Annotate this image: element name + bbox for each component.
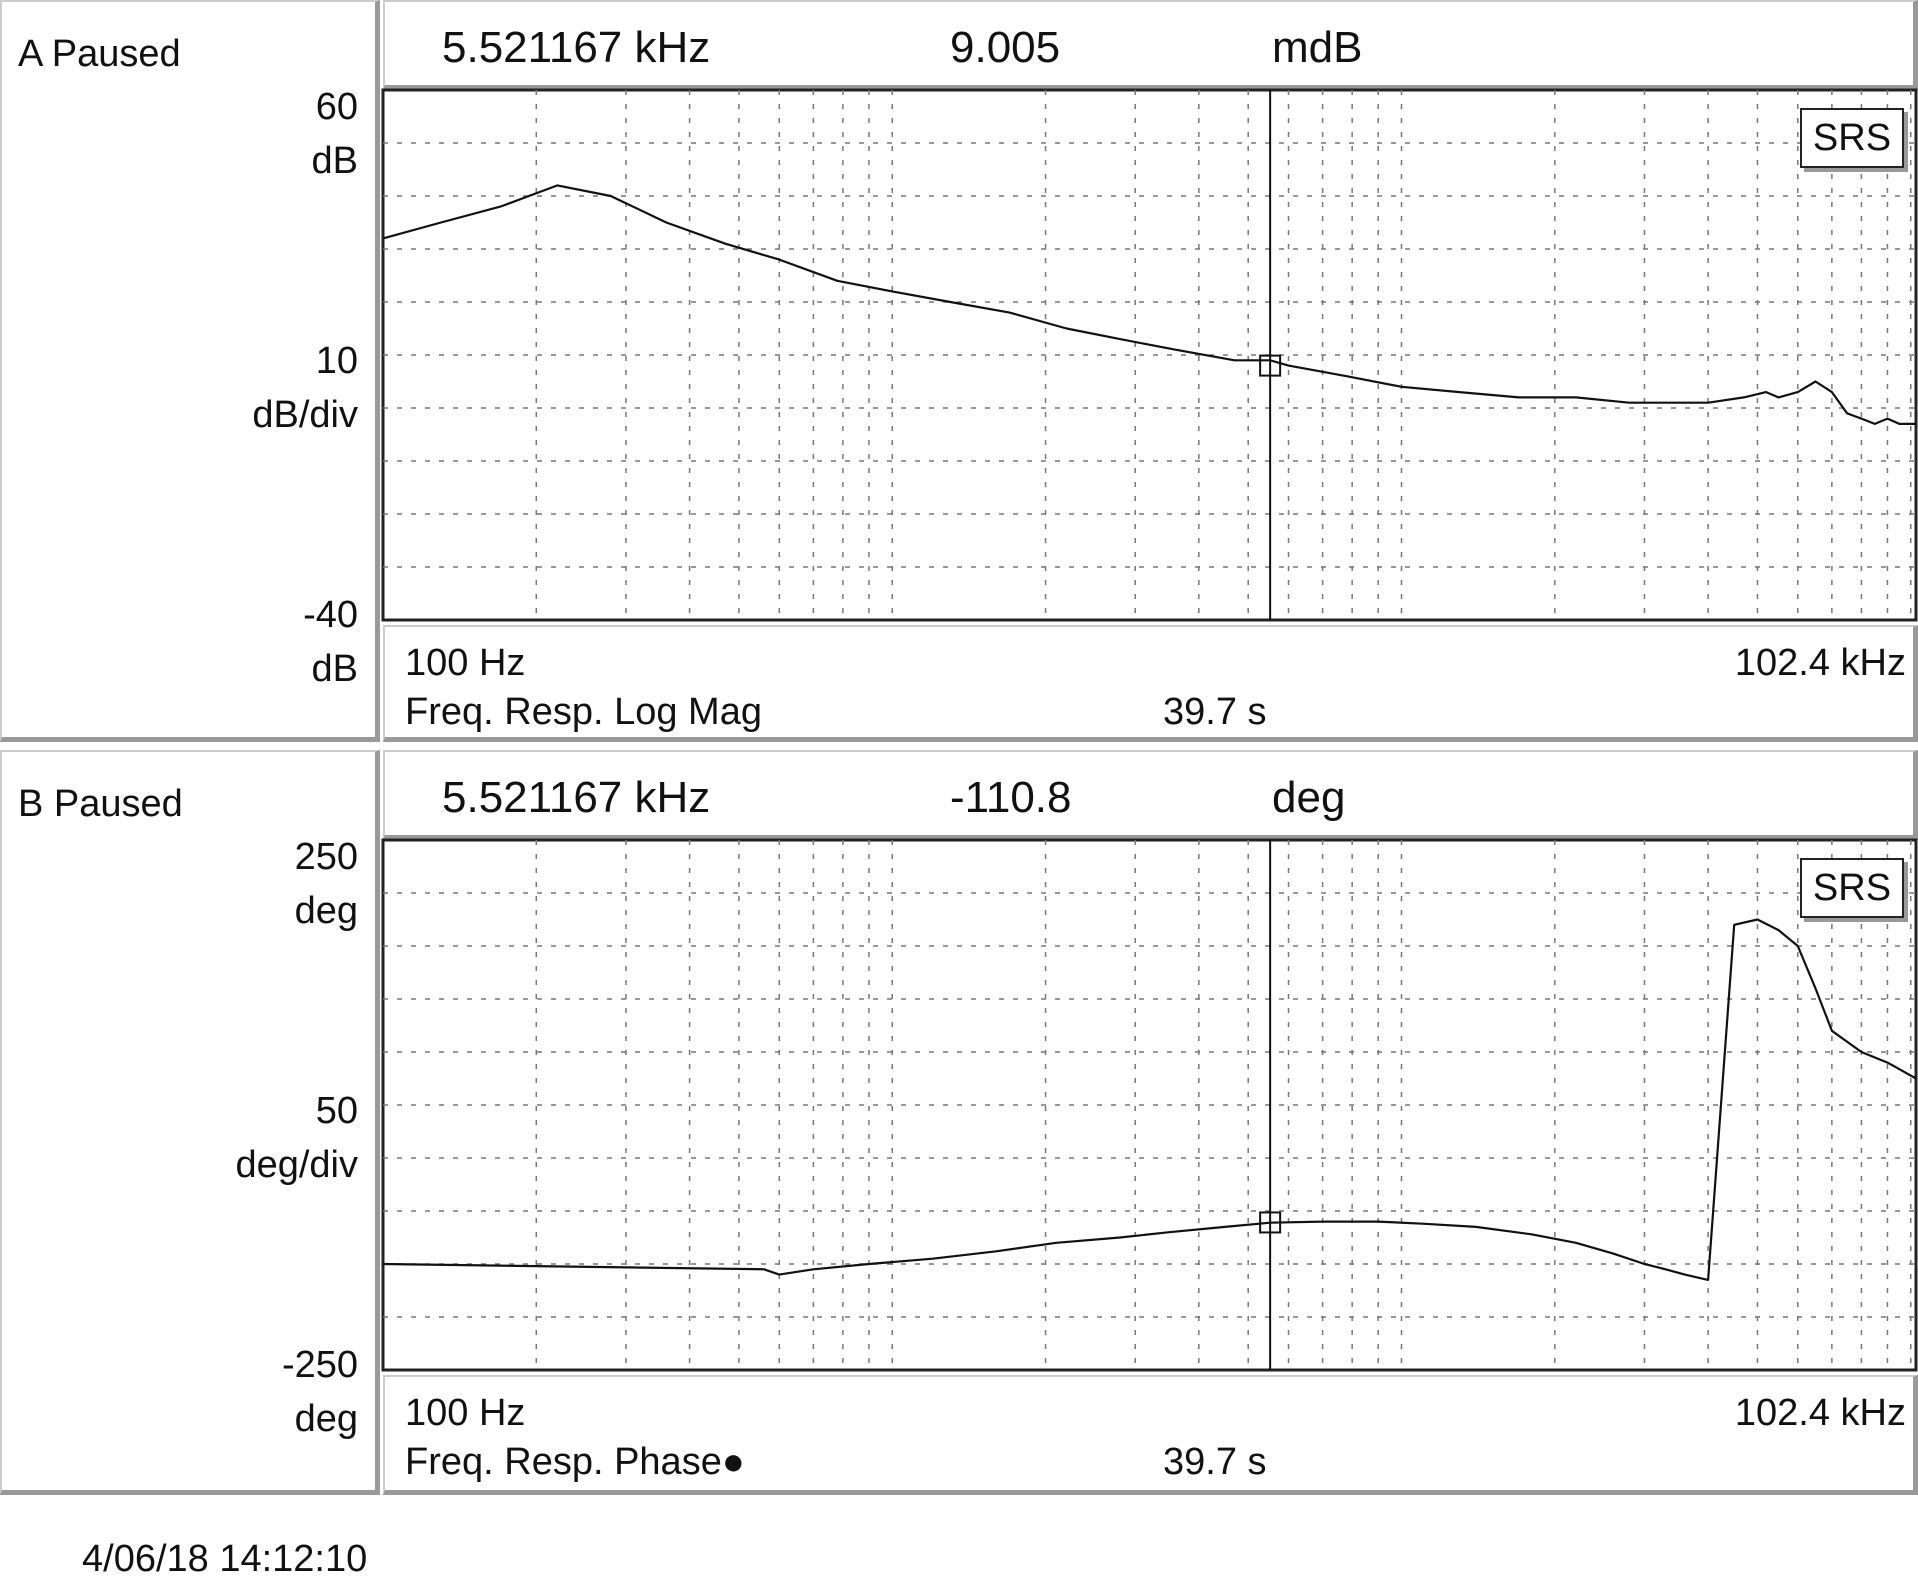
panel-a-x-start-label: 100 Hz [405,642,526,684]
panel-b-y-top-unit: deg [294,890,358,932]
panel-b-plot [381,838,1918,1372]
panel-b-y-div-unit: deg/div [235,1144,358,1186]
panel-a-label-column [0,0,380,742]
panel-b-footer-bar [383,1375,1918,1495]
panel-b-header-bar [383,750,1918,840]
panel-a-y-div-value: 10 [315,340,358,382]
panel-a-header-bar [383,0,1918,90]
panel-b-x-start-label: 100 Hz [405,1392,526,1434]
panel-b-status: B Paused [18,783,183,825]
panel-b-y-bottom-value: -250 [281,1344,358,1386]
panel-b-y-bottom-unit: deg [294,1398,358,1440]
panel-a-y-bottom-unit: dB [311,648,358,690]
panel-a-footer-bar [383,625,1918,742]
panel-a-marker-frequency: 5.521167 kHz [442,23,711,72]
panel-b-marker-unit: deg [1272,773,1346,822]
panel-a-marker-unit: mdB [1272,23,1363,72]
panel-a-y-top-unit: dB [311,140,358,182]
panel-a-marker-box[interactable] [1259,354,1282,377]
panel-b-marker-frequency: 5.521167 kHz [442,773,711,822]
panel-a-status: A Paused [18,33,181,75]
panel-b-label-column [0,750,380,1495]
panel-b-x-end-label: 102.4 kHz [1734,1392,1906,1434]
panel-b-series-line [382,918,1917,1281]
panel-a-srs-badge: SRS [1800,108,1904,168]
panel-a-x-end-label: 102.4 kHz [1734,642,1906,684]
panel-b-srs-badge: SRS [1800,858,1904,918]
panel-b-y-div-value: 50 [315,1090,358,1132]
panel-b-marker-box[interactable] [1259,1211,1282,1234]
panel-a-series-line [382,184,1916,425]
panel-b-measurement: Freq. Resp. Phase● [405,1441,745,1483]
panel-a-measurement: Freq. Resp. Log Mag [405,691,762,733]
footer-timestamp: 4/06/18 14:12:10 [82,1538,368,1580]
panel-b-y-top-value: 250 [294,836,358,878]
panel-b-marker-value: -110.8 [950,773,1072,822]
panel-a-plot [381,88,1918,622]
panel-a-marker-value: 9.005 [950,23,1061,72]
panel-a-y-div-unit: dB/div [252,394,358,436]
panel-a-y-bottom-value: -40 [303,594,358,636]
panel-a-time: 39.7 s [1163,691,1267,733]
panel-a-y-top-value: 60 [315,86,358,128]
panel-b-time: 39.7 s [1163,1441,1267,1483]
